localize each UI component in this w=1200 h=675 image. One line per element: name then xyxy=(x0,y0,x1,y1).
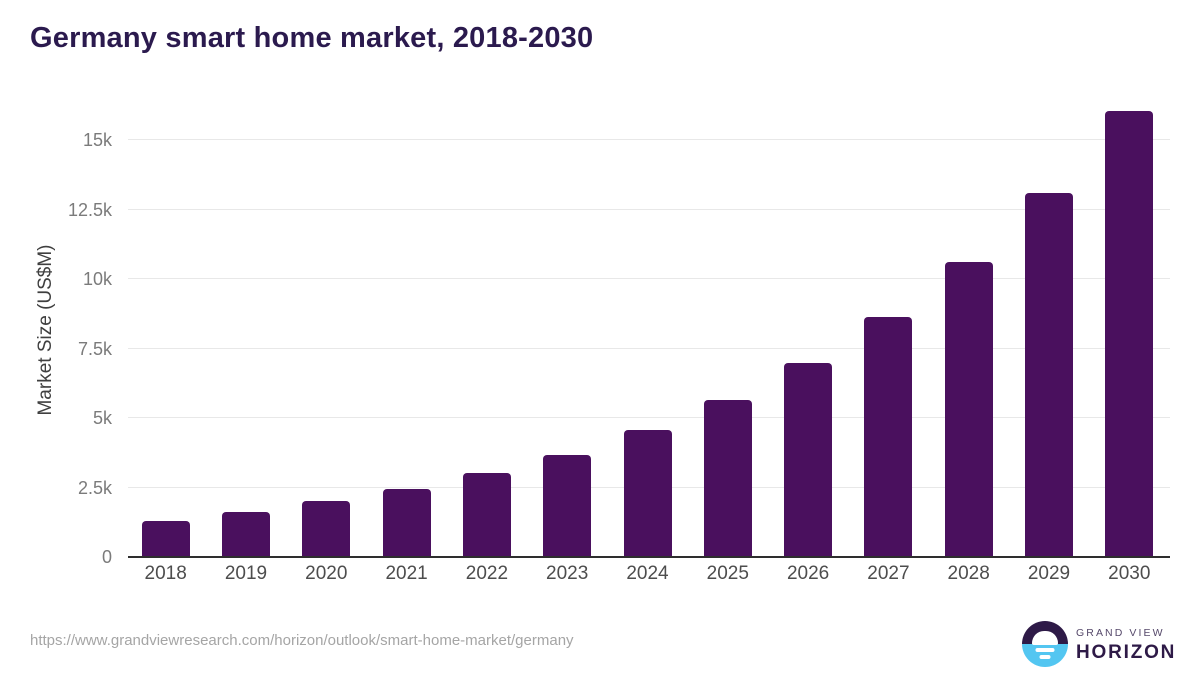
x-tick-2029: 2029 xyxy=(1027,563,1071,584)
y-tick-12.5k: 12.5k xyxy=(67,199,112,220)
bar-2030[interactable] xyxy=(1105,111,1154,557)
bar-2025[interactable] xyxy=(703,400,752,557)
bar-2021[interactable] xyxy=(382,489,431,557)
x-tick-2018: 2018 xyxy=(144,563,187,584)
y-tick-0: 0 xyxy=(101,547,112,567)
bar-2024[interactable] xyxy=(623,430,672,557)
y-tick-5k: 5k xyxy=(92,408,112,428)
x-tick-2023: 2023 xyxy=(546,563,589,584)
gridline-7.5k xyxy=(128,347,1170,349)
bar-2018[interactable] xyxy=(141,520,190,557)
bar-2028[interactable] xyxy=(944,261,993,557)
x-tick-2024: 2024 xyxy=(626,563,669,584)
sunrise-horizon-circle-icon xyxy=(1022,621,1068,667)
x-tick-2025: 2025 xyxy=(706,563,749,584)
gridline-15k xyxy=(128,139,1170,140)
logo-grand-view-label: GRAND VIEW xyxy=(1076,627,1165,639)
x-tick-2027: 2027 xyxy=(867,563,910,584)
chart-title: Germany smart home market, 2018-2030 xyxy=(30,22,594,54)
bar-2023[interactable] xyxy=(543,454,592,557)
x-tick-2019: 2019 xyxy=(224,563,268,584)
y-tick-2.5k: 2.5k xyxy=(77,477,112,498)
x-tick-2022: 2022 xyxy=(465,563,509,584)
bar-2020[interactable] xyxy=(302,501,351,557)
bar-2022[interactable] xyxy=(462,473,511,557)
logo-horizon-label: HORIZON xyxy=(1076,642,1177,663)
gridline-5k xyxy=(128,417,1170,418)
y-tick-7.5k: 7.5k xyxy=(77,338,112,359)
gridline-12.5k xyxy=(128,208,1170,210)
sun-reflection-icon xyxy=(1035,648,1055,652)
sun-icon xyxy=(1032,631,1058,645)
plot-area: 0 2.5k 5k 7.5k 10k 12.5k 15k 2018 2019 2020 2021 20… xyxy=(68,105,1170,584)
bar-2019[interactable] xyxy=(222,511,270,557)
bar-2027[interactable] xyxy=(864,316,913,557)
y-tick-10k: 10k xyxy=(82,269,112,289)
source-url: https://www.grandviewresearch.com/horizo… xyxy=(30,632,574,649)
sun-reflection-icon xyxy=(1039,655,1051,659)
gridline-10k xyxy=(128,278,1170,279)
bar-2026[interactable] xyxy=(784,362,833,557)
y-tick-15k: 15k xyxy=(82,130,112,150)
bar-2029[interactable] xyxy=(1025,193,1073,557)
brand-logo: GRAND VIEW HORIZON xyxy=(1022,621,1182,667)
x-axis-line xyxy=(128,556,1170,558)
x-tick-2021: 2021 xyxy=(385,563,428,584)
x-tick-2028: 2028 xyxy=(947,563,990,584)
x-tick-2030: 2030 xyxy=(1108,563,1151,584)
x-tick-2026: 2026 xyxy=(786,563,830,584)
brand-logo-text: GRAND VIEW HORIZON xyxy=(1076,627,1176,664)
x-tick-2020: 2020 xyxy=(305,563,348,584)
